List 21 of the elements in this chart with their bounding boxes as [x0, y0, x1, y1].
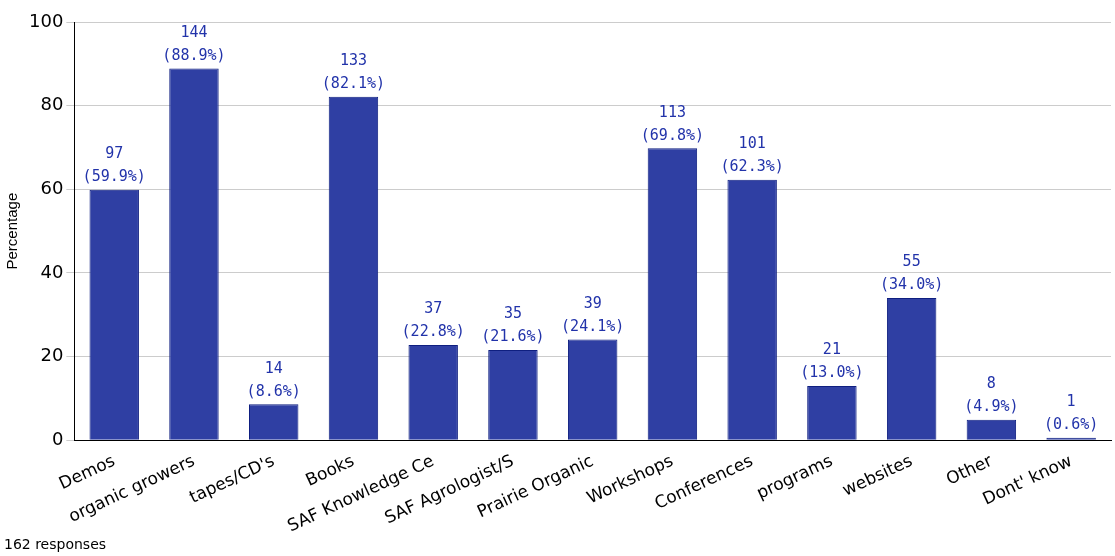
text: 162 responses [4, 536, 107, 552]
data-label: 21 (13.0%) [800, 340, 864, 382]
data-label: 55 (34.0%) [880, 252, 944, 294]
data-label: 133 (82.1%) [321, 51, 386, 93]
data-label: 97 (59.9%) [82, 144, 146, 186]
data-label: 37 (22.8%) [401, 299, 465, 341]
data-label: 144 (88.9%) [162, 22, 226, 64]
y-tick-label: 60 [40, 176, 64, 198]
y-tick-label: 0 [51, 427, 64, 449]
data-label: 39 (24.1%) [561, 293, 625, 335]
data-label: 8 (4.9%) [964, 374, 1019, 416]
y-tick-label: 40 [40, 260, 64, 282]
y-axis-title: Percentage [3, 192, 21, 270]
data-label: 113 (69.8%) [640, 102, 705, 144]
data-label: 14 (8.6%) [246, 358, 301, 400]
y-tick-label: 80 [40, 93, 64, 115]
data-label: 1 (0.6%) [1044, 392, 1099, 434]
y-tick-label: 20 [40, 344, 64, 366]
y-tick-label: 100 [29, 9, 64, 31]
data-label: 101 (62.3%) [720, 134, 784, 176]
data-label: 35 (21.6%) [481, 304, 545, 346]
